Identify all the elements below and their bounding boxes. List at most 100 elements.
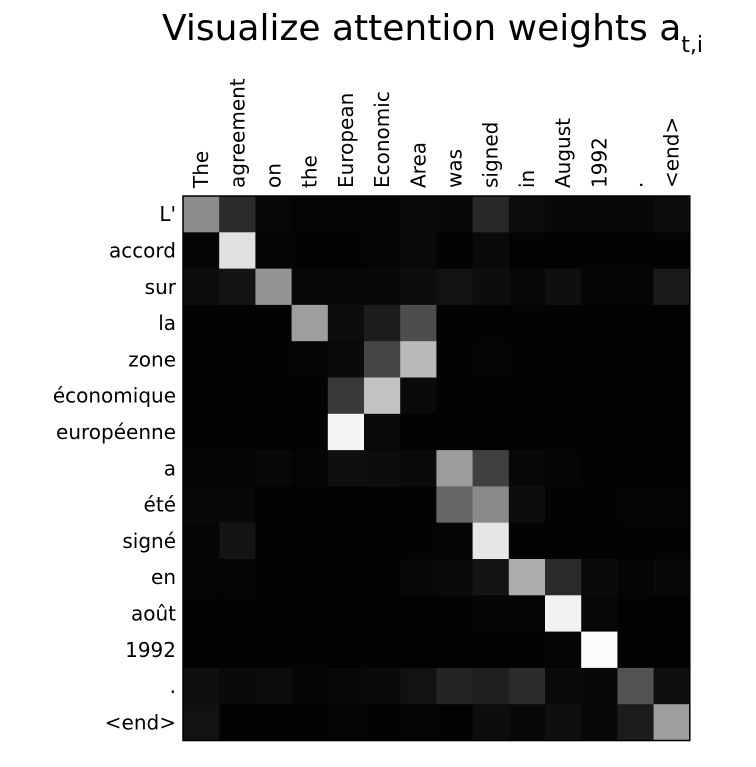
heatmap-cell — [617, 559, 655, 596]
x-axis-tick-labels: The agreement on the European Economic Area was… — [189, 78, 684, 189]
heatmap-cell — [291, 595, 329, 633]
heatmap-cell — [183, 304, 220, 342]
y-tick-label: sur — [145, 275, 177, 299]
heatmap-cell — [508, 631, 546, 669]
heatmap-cell — [219, 704, 256, 742]
heatmap-cell — [653, 196, 691, 233]
heatmap-cell — [219, 631, 256, 669]
heatmap-cell — [364, 377, 401, 415]
heatmap-cell — [545, 413, 582, 451]
heatmap-cell — [255, 704, 293, 742]
heatmap-cell — [472, 413, 510, 451]
heatmap-cell — [400, 413, 437, 451]
heatmap-cell — [436, 268, 474, 306]
heatmap-cell — [364, 631, 401, 669]
x-tick-label: Area — [406, 142, 430, 188]
heatmap-cell — [400, 268, 437, 306]
heatmap-cell — [508, 450, 546, 487]
y-tick-label: août — [131, 601, 176, 625]
heatmap-cell — [617, 704, 655, 742]
heatmap-cell — [255, 486, 293, 524]
heatmap-cell — [617, 268, 655, 306]
heatmap-cell — [183, 377, 220, 415]
heatmap-cell — [617, 196, 655, 233]
heatmap-cell — [508, 522, 546, 560]
heatmap-cell — [472, 667, 510, 705]
heatmap-cell — [291, 341, 329, 379]
x-tick-label: was — [443, 149, 467, 188]
heatmap-cell — [183, 631, 220, 669]
heatmap-cell — [364, 232, 401, 270]
heatmap-cell — [219, 450, 256, 487]
heatmap-cell — [472, 631, 510, 669]
x-tick-label: the — [298, 155, 322, 188]
heatmap-cell — [255, 413, 293, 451]
heatmap-cell — [508, 268, 546, 306]
heatmap-cell — [653, 232, 691, 270]
heatmap-cell — [327, 631, 365, 669]
heatmap-cell — [183, 268, 220, 306]
heatmap-cell — [327, 450, 365, 487]
heatmap-cells — [183, 196, 691, 742]
heatmap-cell — [183, 667, 220, 705]
heatmap-cell — [183, 522, 220, 560]
x-tick-label: agreement — [225, 78, 249, 188]
heatmap-cell — [219, 268, 256, 306]
heatmap-cell — [364, 522, 401, 560]
heatmap-cell — [472, 196, 510, 233]
heatmap-cell — [436, 232, 474, 270]
heatmap-cell — [255, 268, 293, 306]
heatmap-cell — [581, 486, 618, 524]
heatmap-cell — [545, 268, 582, 306]
y-tick-label: en — [151, 565, 176, 589]
chart-title-text: Visualize attention weights a — [162, 8, 681, 49]
y-tick-label: économique — [53, 384, 176, 408]
x-tick-label: on — [262, 163, 286, 188]
heatmap-cell — [183, 450, 220, 487]
heatmap-cell — [364, 559, 401, 596]
heatmap-cell — [436, 341, 474, 379]
heatmap-cell — [255, 196, 293, 233]
heatmap-cell — [436, 704, 474, 742]
heatmap-cell — [255, 559, 293, 596]
x-tick-label: . — [624, 182, 648, 188]
heatmap-cell — [581, 377, 618, 415]
heatmap-cell — [653, 704, 691, 742]
heatmap-cell — [581, 341, 618, 379]
heatmap-cell — [653, 450, 691, 487]
heatmap-cell — [327, 413, 365, 451]
heatmap-cell — [400, 522, 437, 560]
heatmap-cell — [653, 304, 691, 342]
heatmap-cell — [581, 450, 618, 487]
heatmap-cell — [581, 413, 618, 451]
heatmap-cell — [327, 196, 365, 233]
heatmap-cell — [508, 304, 546, 342]
heatmap-cell — [364, 268, 401, 306]
y-tick-label: été — [144, 493, 176, 517]
x-tick-label: signed — [479, 122, 503, 188]
heatmap-cell — [436, 631, 474, 669]
heatmap-cell — [653, 377, 691, 415]
heatmap-cell — [436, 559, 474, 596]
heatmap-cell — [581, 232, 618, 270]
y-tick-label: européenne — [56, 420, 176, 444]
heatmap-cell — [219, 486, 256, 524]
heatmap-cell — [508, 559, 546, 596]
heatmap-cell — [545, 450, 582, 487]
heatmap-cell — [508, 595, 546, 633]
heatmap-cell — [291, 413, 329, 451]
heatmap-cell — [255, 377, 293, 415]
heatmap-cell — [436, 196, 474, 233]
heatmap-cell — [617, 595, 655, 633]
heatmap-cell — [400, 631, 437, 669]
y-tick-label: la — [158, 311, 176, 335]
heatmap-cell — [400, 667, 437, 705]
heatmap-cell — [400, 232, 437, 270]
heatmap-cell — [364, 450, 401, 487]
heatmap-cell — [472, 522, 510, 560]
heatmap-cell — [291, 631, 329, 669]
heatmap-cell — [400, 559, 437, 596]
heatmap-cell — [436, 413, 474, 451]
y-axis-tick-labels: L' accord sur la zone économique européenne a ét… — [53, 202, 177, 734]
heatmap-cell — [219, 377, 256, 415]
